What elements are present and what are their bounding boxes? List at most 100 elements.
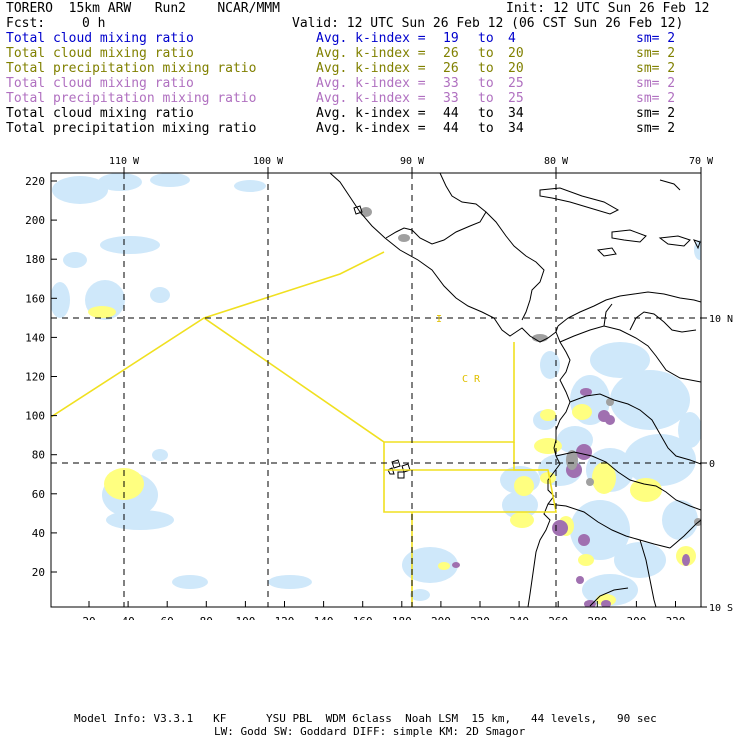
bottom-tick-label: 120 xyxy=(275,615,295,620)
forecast-label: Fcst: xyxy=(6,16,46,31)
kindex-start: 44 xyxy=(443,121,459,136)
left-tick-label: 20 xyxy=(32,566,45,579)
bottom-tick-label: 140 xyxy=(314,615,334,620)
kindex-start: 33 xyxy=(443,91,459,106)
kindex-to: to xyxy=(478,76,494,91)
model-title: TORERO 15km ARW Run2 NCAR/MMM xyxy=(6,1,280,16)
legend-row: Total precipitation mixing ratio Avg. k-i… xyxy=(6,91,736,106)
legend-row: Total cloud mixing ratio Avg. k-index = 19… xyxy=(6,31,736,46)
kindex-start: 26 xyxy=(443,46,459,61)
smoothing-value: sm= 2 xyxy=(636,61,676,76)
forecast-value: 0 h xyxy=(82,16,106,31)
kindex-to: to xyxy=(478,61,494,76)
kindex-to: to xyxy=(478,121,494,136)
kindex-start: 33 xyxy=(443,76,459,91)
lat-label: 10 S xyxy=(709,603,733,614)
kindex-label: Avg. k-index = xyxy=(316,61,426,76)
field-label: Total precipitation mixing ratio xyxy=(6,61,257,76)
smoothing-value: sm= 2 xyxy=(636,121,676,136)
smoothing-value: sm= 2 xyxy=(636,31,676,46)
high-kindex-shading xyxy=(452,388,690,607)
plot-border xyxy=(50,172,702,608)
bottom-tick-label: 320 xyxy=(666,615,686,620)
region-label: C R xyxy=(462,374,481,385)
bottom-tick-label: 20 xyxy=(82,615,95,620)
bottom-tick-label: 100 xyxy=(235,615,255,620)
lon-label: 100 W xyxy=(253,156,284,167)
graticule xyxy=(51,173,701,607)
kindex-to: to xyxy=(478,46,494,61)
kindex-to: to xyxy=(478,106,494,121)
bottom-tick-label: 60 xyxy=(161,615,174,620)
field-label: Total cloud mixing ratio xyxy=(6,46,194,61)
lon-label: 110 W xyxy=(109,156,140,167)
kindex-to: to xyxy=(478,31,494,46)
coastlines xyxy=(329,173,701,607)
kindex-label: Avg. k-index = xyxy=(316,106,426,121)
kindex-end: 20 xyxy=(508,61,524,76)
axis-ticks: 220 200 180 160 140 120 100 80 60 40 20 20 40 60 80 100… xyxy=(25,156,733,620)
bottom-tick-label: 280 xyxy=(587,615,607,620)
lat-label: 10 N xyxy=(709,314,733,325)
left-tick-label: 160 xyxy=(25,292,45,305)
bottom-tick-label: 180 xyxy=(392,615,412,620)
legend-row: Total cloud mixing ratio Avg. k-index = 26… xyxy=(6,46,736,61)
bottom-tick-label: 80 xyxy=(200,615,213,620)
field-label: Total precipitation mixing ratio xyxy=(6,91,257,106)
legend-row: Total cloud mixing ratio Avg. k-index = 44… xyxy=(6,106,736,121)
smoothing-value: sm= 2 xyxy=(636,46,676,61)
valid-time: Valid: 12 UTC Sun 26 Feb 12 (06 CST Sun … xyxy=(292,16,684,31)
field-label: Total precipitation mixing ratio xyxy=(6,121,257,136)
kindex-start: 26 xyxy=(443,61,459,76)
kindex-label: Avg. k-index = xyxy=(316,91,426,106)
map-plot: C R I 220 200 180 160 140 120 100 80 60 40 20 20 40 6… xyxy=(25,156,733,620)
bottom-tick-label: 260 xyxy=(548,615,568,620)
kindex-end: 25 xyxy=(508,76,524,91)
region-tick-label: I xyxy=(436,314,442,325)
kindex-label: Avg. k-index = xyxy=(316,31,426,46)
smoothing-value: sm= 2 xyxy=(636,91,676,106)
field-label: Total cloud mixing ratio xyxy=(6,31,194,46)
lon-label: 70 W xyxy=(689,156,714,167)
left-tick-label: 120 xyxy=(25,371,45,384)
kindex-to: to xyxy=(478,91,494,106)
smoothing-value: sm= 2 xyxy=(636,76,676,91)
init-time: Init: 12 UTC Sun 26 Feb 12 xyxy=(506,1,710,16)
legend-row: Total cloud mixing ratio Avg. k-index = 33… xyxy=(6,76,736,91)
bottom-tick-label: 220 xyxy=(470,615,490,620)
lon-label: 80 W xyxy=(544,156,569,167)
left-tick-label: 200 xyxy=(25,214,45,227)
field-label: Total cloud mixing ratio xyxy=(6,106,194,121)
physics-info-line: LW: Godd SW: Goddard DIFF: simple KM: 2D… xyxy=(214,725,526,738)
field-label: Total cloud mixing ratio xyxy=(6,76,194,91)
left-tick-label: 140 xyxy=(25,331,45,344)
kindex-label: Avg. k-index = xyxy=(316,121,426,136)
kindex-start: 44 xyxy=(443,106,459,121)
left-tick-label: 80 xyxy=(32,449,45,462)
model-info-line: Model Info: V3.3.1 KF YSU PBL WDM 6class… xyxy=(74,712,657,725)
bottom-tick-label: 300 xyxy=(626,615,646,620)
bottom-tick-label: 240 xyxy=(509,615,529,620)
bottom-tick-label: 40 xyxy=(121,615,134,620)
kindex-end: 25 xyxy=(508,91,524,106)
kindex-label: Avg. k-index = xyxy=(316,46,426,61)
kindex-end: 4 xyxy=(508,31,516,46)
left-tick-label: 220 xyxy=(25,175,45,188)
left-tick-label: 180 xyxy=(25,253,45,266)
left-tick-label: 40 xyxy=(32,527,45,540)
legend-row: Total precipitation mixing ratio Avg. k-i… xyxy=(6,121,736,136)
left-tick-label: 60 xyxy=(32,488,45,501)
left-tick-label: 100 xyxy=(25,410,45,423)
kindex-end: 34 xyxy=(508,106,524,121)
bottom-tick-label: 160 xyxy=(353,615,373,620)
lon-label: 90 W xyxy=(400,156,425,167)
bottom-tick-label: 200 xyxy=(431,615,451,620)
lat-label: 0 xyxy=(709,459,715,470)
kindex-start: 19 xyxy=(443,31,459,46)
kindex-end: 34 xyxy=(508,121,524,136)
legend-row: Total precipitation mixing ratio Avg. k-i… xyxy=(6,61,736,76)
smoothing-value: sm= 2 xyxy=(636,106,676,121)
kindex-label: Avg. k-index = xyxy=(316,76,426,91)
flight-tracks xyxy=(51,251,557,607)
kindex-end: 20 xyxy=(508,46,524,61)
